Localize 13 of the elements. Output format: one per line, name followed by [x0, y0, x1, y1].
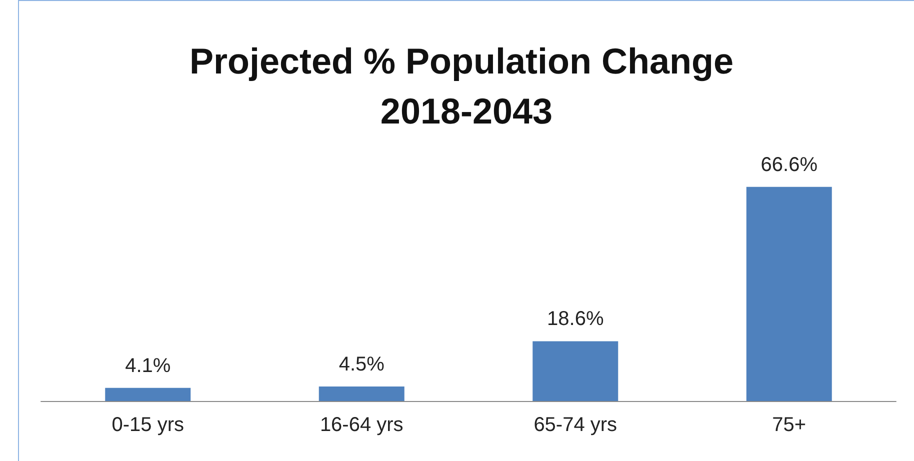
bar — [318, 386, 404, 401]
bar — [746, 186, 832, 401]
x-tick-label: 0-15 yrs — [112, 414, 184, 436]
x-tick-label: 65-74 yrs — [534, 414, 618, 436]
x-tick-label: 75+ — [772, 414, 806, 436]
data-label: 66.6% — [760, 154, 818, 176]
data-label: 4.1% — [125, 354, 171, 377]
bar — [532, 341, 618, 401]
data-label: 18.6% — [547, 308, 604, 330]
data-label: 4.5% — [338, 354, 385, 376]
chart-title: Projected % Population Change 2018-2043 — [189, 40, 744, 132]
bar — [105, 388, 191, 401]
x-tick-label: 16-64 yrs — [320, 414, 404, 436]
